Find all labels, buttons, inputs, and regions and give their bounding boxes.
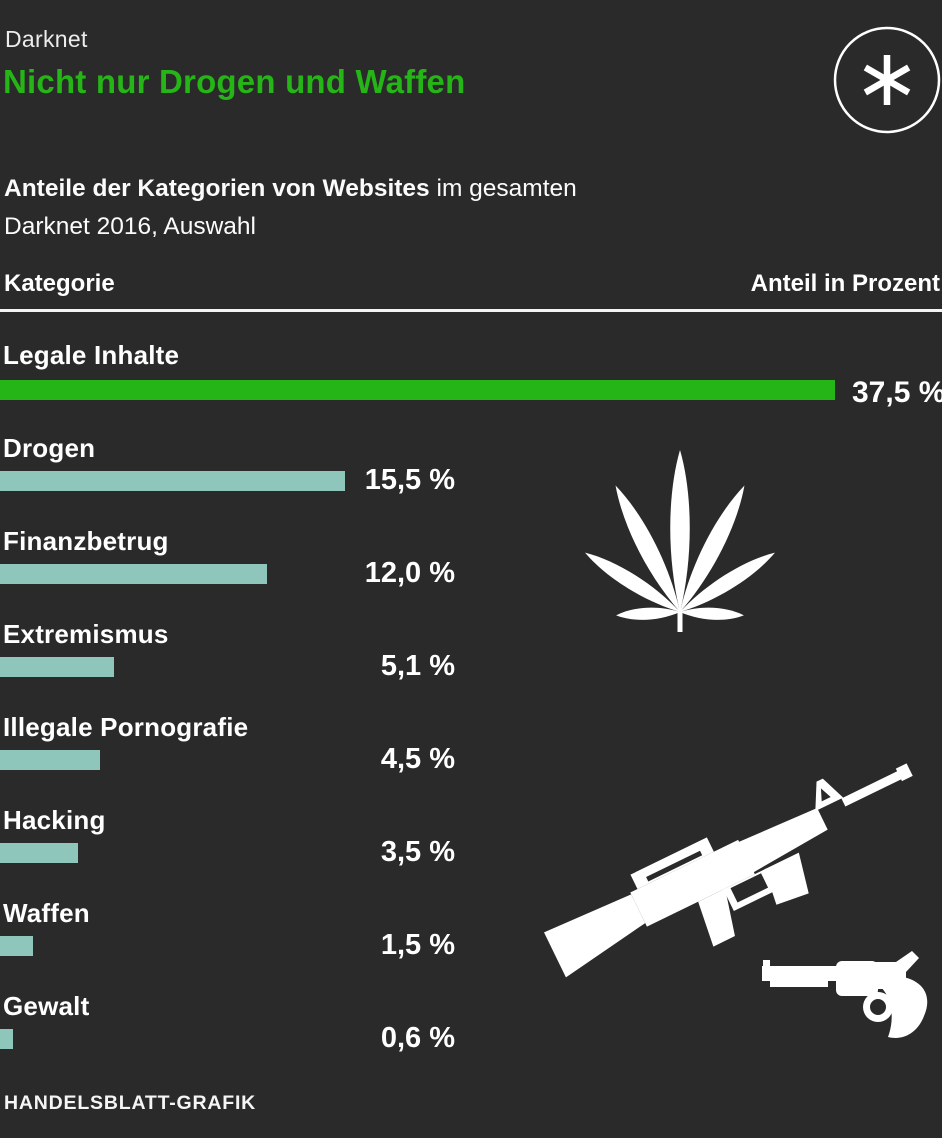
category-label: Illegale Pornografie — [3, 712, 249, 742]
column-header-share: Anteil in Prozent — [750, 270, 940, 297]
value-label: 1,5 % — [380, 929, 455, 961]
category-label: Waffen — [3, 898, 90, 928]
bar — [0, 1029, 13, 1049]
value-label: 5,1 % — [380, 650, 455, 682]
value-label: 4,5 % — [380, 743, 455, 775]
column-header-category: Kategorie — [4, 270, 115, 297]
table-row: Illegale Pornografie 4,5 % — [0, 712, 942, 782]
bar — [0, 380, 835, 400]
value-label: 12,0 % — [364, 557, 455, 589]
subtitle-line-1: Anteile der Kategorien von Websites im g… — [4, 175, 577, 202]
value-label: 37,5 % — [852, 376, 942, 409]
page-title: Nicht nur Drogen und Waffen — [3, 63, 466, 100]
category-label: Hacking — [3, 805, 106, 835]
assault-rifle-icon — [544, 763, 913, 978]
table-row: Drogen 15,5 % — [0, 433, 942, 503]
kicker: Darknet — [5, 26, 88, 52]
bar — [0, 936, 33, 956]
revolver-icon — [762, 951, 928, 1038]
table-row: Legale Inhalte 37,5 % — [0, 340, 942, 410]
category-label: Legale Inhalte — [3, 340, 180, 370]
bar — [0, 750, 100, 770]
category-label: Drogen — [3, 433, 96, 463]
bar — [0, 471, 345, 491]
source-credit: HANDELSBLATT-GRAFIK — [4, 1092, 257, 1114]
subtitle-line-2: Darknet 2016, Auswahl — [4, 213, 256, 240]
table-header: Kategorie Anteil in Prozent — [4, 270, 940, 298]
category-label: Finanzbetrug — [3, 526, 169, 556]
table-row: Hacking 3,5 % — [0, 805, 942, 875]
bar — [0, 843, 78, 863]
value-label: 0,6 % — [380, 1022, 455, 1054]
category-label: Extremismus — [3, 619, 169, 649]
bar — [0, 564, 267, 584]
table-row: Extremismus 5,1 % — [0, 619, 942, 689]
category-label: Gewalt — [3, 991, 90, 1021]
table-row: Gewalt 0,6 % — [0, 991, 942, 1061]
table-row: Waffen 1,5 % — [0, 898, 942, 968]
asterisk-logo-icon — [833, 26, 941, 134]
bar — [0, 657, 114, 677]
value-label: 3,5 % — [380, 836, 455, 868]
header-divider — [0, 309, 942, 312]
chart-subtitle: Anteile der Kategorien von Websites im g… — [4, 170, 577, 246]
table-row: Finanzbetrug 12,0 % — [0, 526, 942, 596]
value-label: 15,5 % — [364, 464, 455, 496]
cannabis-leaf-icon — [585, 450, 775, 632]
